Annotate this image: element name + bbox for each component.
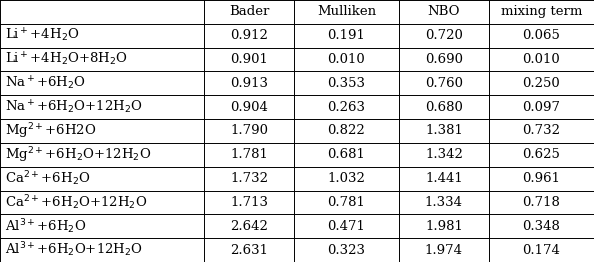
Text: 0.353: 0.353 bbox=[327, 77, 365, 90]
Text: 0.718: 0.718 bbox=[522, 196, 560, 209]
Text: 1.981: 1.981 bbox=[425, 220, 463, 233]
Text: 0.720: 0.720 bbox=[425, 29, 463, 42]
Text: 2.631: 2.631 bbox=[230, 244, 268, 256]
Text: NBO: NBO bbox=[428, 6, 460, 18]
Text: 0.191: 0.191 bbox=[327, 29, 365, 42]
Text: 1.790: 1.790 bbox=[230, 124, 268, 138]
Text: 0.625: 0.625 bbox=[522, 148, 560, 161]
Text: 0.263: 0.263 bbox=[327, 101, 365, 114]
Text: 1.732: 1.732 bbox=[230, 172, 268, 185]
Text: 0.010: 0.010 bbox=[328, 53, 365, 66]
Text: 0.760: 0.760 bbox=[425, 77, 463, 90]
Text: 0.065: 0.065 bbox=[522, 29, 560, 42]
Text: 1.974: 1.974 bbox=[425, 244, 463, 256]
Text: 0.097: 0.097 bbox=[522, 101, 560, 114]
Text: 0.174: 0.174 bbox=[522, 244, 560, 256]
Text: 1.713: 1.713 bbox=[230, 196, 268, 209]
Text: 0.680: 0.680 bbox=[425, 101, 463, 114]
Text: 0.961: 0.961 bbox=[522, 172, 560, 185]
Text: 0.901: 0.901 bbox=[230, 53, 268, 66]
Text: Mulliken: Mulliken bbox=[317, 6, 376, 18]
Text: 0.904: 0.904 bbox=[230, 101, 268, 114]
Text: 0.010: 0.010 bbox=[523, 53, 560, 66]
Text: mixing term: mixing term bbox=[501, 6, 582, 18]
Text: Na$^+$+6H$_2$O+12H$_2$O: Na$^+$+6H$_2$O+12H$_2$O bbox=[5, 99, 143, 116]
Text: 1.334: 1.334 bbox=[425, 196, 463, 209]
Text: Ca$^{2+}$+6H$_2$O: Ca$^{2+}$+6H$_2$O bbox=[5, 169, 90, 188]
Text: 1.381: 1.381 bbox=[425, 124, 463, 138]
Text: 0.732: 0.732 bbox=[522, 124, 560, 138]
Text: 0.781: 0.781 bbox=[327, 196, 365, 209]
Text: 1.441: 1.441 bbox=[425, 172, 463, 185]
Text: Mg$^{2+}$+6H$_2$O+12H$_2$O: Mg$^{2+}$+6H$_2$O+12H$_2$O bbox=[5, 145, 151, 165]
Text: Al$^{3+}$+6H$_2$O+12H$_2$O: Al$^{3+}$+6H$_2$O+12H$_2$O bbox=[5, 241, 143, 259]
Text: 1.342: 1.342 bbox=[425, 148, 463, 161]
Text: 0.822: 0.822 bbox=[328, 124, 365, 138]
Text: Al$^{3+}$+6H$_2$O: Al$^{3+}$+6H$_2$O bbox=[5, 217, 86, 236]
Text: Li$^+$+4H$_2$O: Li$^+$+4H$_2$O bbox=[5, 27, 79, 45]
Text: Li$^+$+4H$_2$O+8H$_2$O: Li$^+$+4H$_2$O+8H$_2$O bbox=[5, 51, 128, 68]
Text: 2.642: 2.642 bbox=[230, 220, 268, 233]
Text: 0.690: 0.690 bbox=[425, 53, 463, 66]
Text: 0.323: 0.323 bbox=[327, 244, 365, 256]
Text: 1.032: 1.032 bbox=[327, 172, 365, 185]
Text: Bader: Bader bbox=[229, 6, 269, 18]
Text: 1.781: 1.781 bbox=[230, 148, 268, 161]
Text: Mg$^{2+}$+6H2O: Mg$^{2+}$+6H2O bbox=[5, 121, 96, 141]
Text: 0.471: 0.471 bbox=[327, 220, 365, 233]
Text: 0.681: 0.681 bbox=[327, 148, 365, 161]
Text: 0.250: 0.250 bbox=[523, 77, 560, 90]
Text: Na$^+$+6H$_2$O: Na$^+$+6H$_2$O bbox=[5, 75, 86, 92]
Text: 0.912: 0.912 bbox=[230, 29, 268, 42]
Text: Ca$^{2+}$+6H$_2$O+12H$_2$O: Ca$^{2+}$+6H$_2$O+12H$_2$O bbox=[5, 193, 147, 212]
Text: 0.348: 0.348 bbox=[522, 220, 560, 233]
Text: 0.913: 0.913 bbox=[230, 77, 268, 90]
